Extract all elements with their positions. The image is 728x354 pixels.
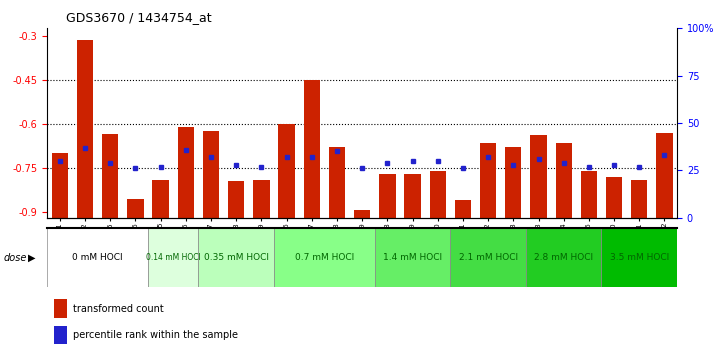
Text: 2.8 mM HOCl: 2.8 mM HOCl <box>534 253 593 262</box>
Bar <box>54 326 68 344</box>
Text: 0.14 mM HOCl: 0.14 mM HOCl <box>146 253 201 262</box>
Bar <box>102 134 119 218</box>
Bar <box>505 147 521 218</box>
Bar <box>631 179 647 218</box>
Bar <box>199 228 274 287</box>
Bar <box>656 132 673 218</box>
Bar <box>178 127 194 218</box>
Bar <box>304 80 320 218</box>
Bar <box>274 228 375 287</box>
Text: 2.1 mM HOCl: 2.1 mM HOCl <box>459 253 518 262</box>
Bar <box>77 40 93 218</box>
Bar <box>480 143 496 218</box>
Bar <box>54 299 68 318</box>
Text: percentile rank within the sample: percentile rank within the sample <box>73 330 237 340</box>
Bar <box>430 171 446 218</box>
Bar <box>601 228 677 287</box>
Bar <box>526 228 601 287</box>
Bar <box>455 200 471 218</box>
Text: ▶: ▶ <box>28 252 35 263</box>
Bar <box>47 228 148 287</box>
Bar <box>329 147 345 218</box>
Bar <box>606 177 622 218</box>
Bar <box>375 228 451 287</box>
Bar <box>278 124 295 218</box>
Bar <box>253 179 269 218</box>
Text: GDS3670 / 1434754_at: GDS3670 / 1434754_at <box>66 11 211 24</box>
Text: 0.35 mM HOCl: 0.35 mM HOCl <box>204 253 269 262</box>
Bar <box>228 181 245 218</box>
Text: dose: dose <box>4 252 27 263</box>
Bar <box>555 143 572 218</box>
Bar <box>52 153 68 218</box>
Bar <box>451 228 526 287</box>
Bar <box>379 174 395 218</box>
Text: transformed count: transformed count <box>73 304 163 314</box>
Text: 3.5 mM HOCl: 3.5 mM HOCl <box>609 253 669 262</box>
Bar <box>152 179 169 218</box>
Bar <box>581 171 597 218</box>
Text: 1.4 mM HOCl: 1.4 mM HOCl <box>383 253 442 262</box>
Bar <box>127 199 143 218</box>
Bar <box>203 131 219 218</box>
Bar <box>530 136 547 218</box>
Text: 0 mM HOCl: 0 mM HOCl <box>72 253 123 262</box>
Bar <box>404 174 421 218</box>
Text: 0.7 mM HOCl: 0.7 mM HOCl <box>295 253 354 262</box>
Bar <box>148 228 199 287</box>
Bar <box>354 210 371 218</box>
